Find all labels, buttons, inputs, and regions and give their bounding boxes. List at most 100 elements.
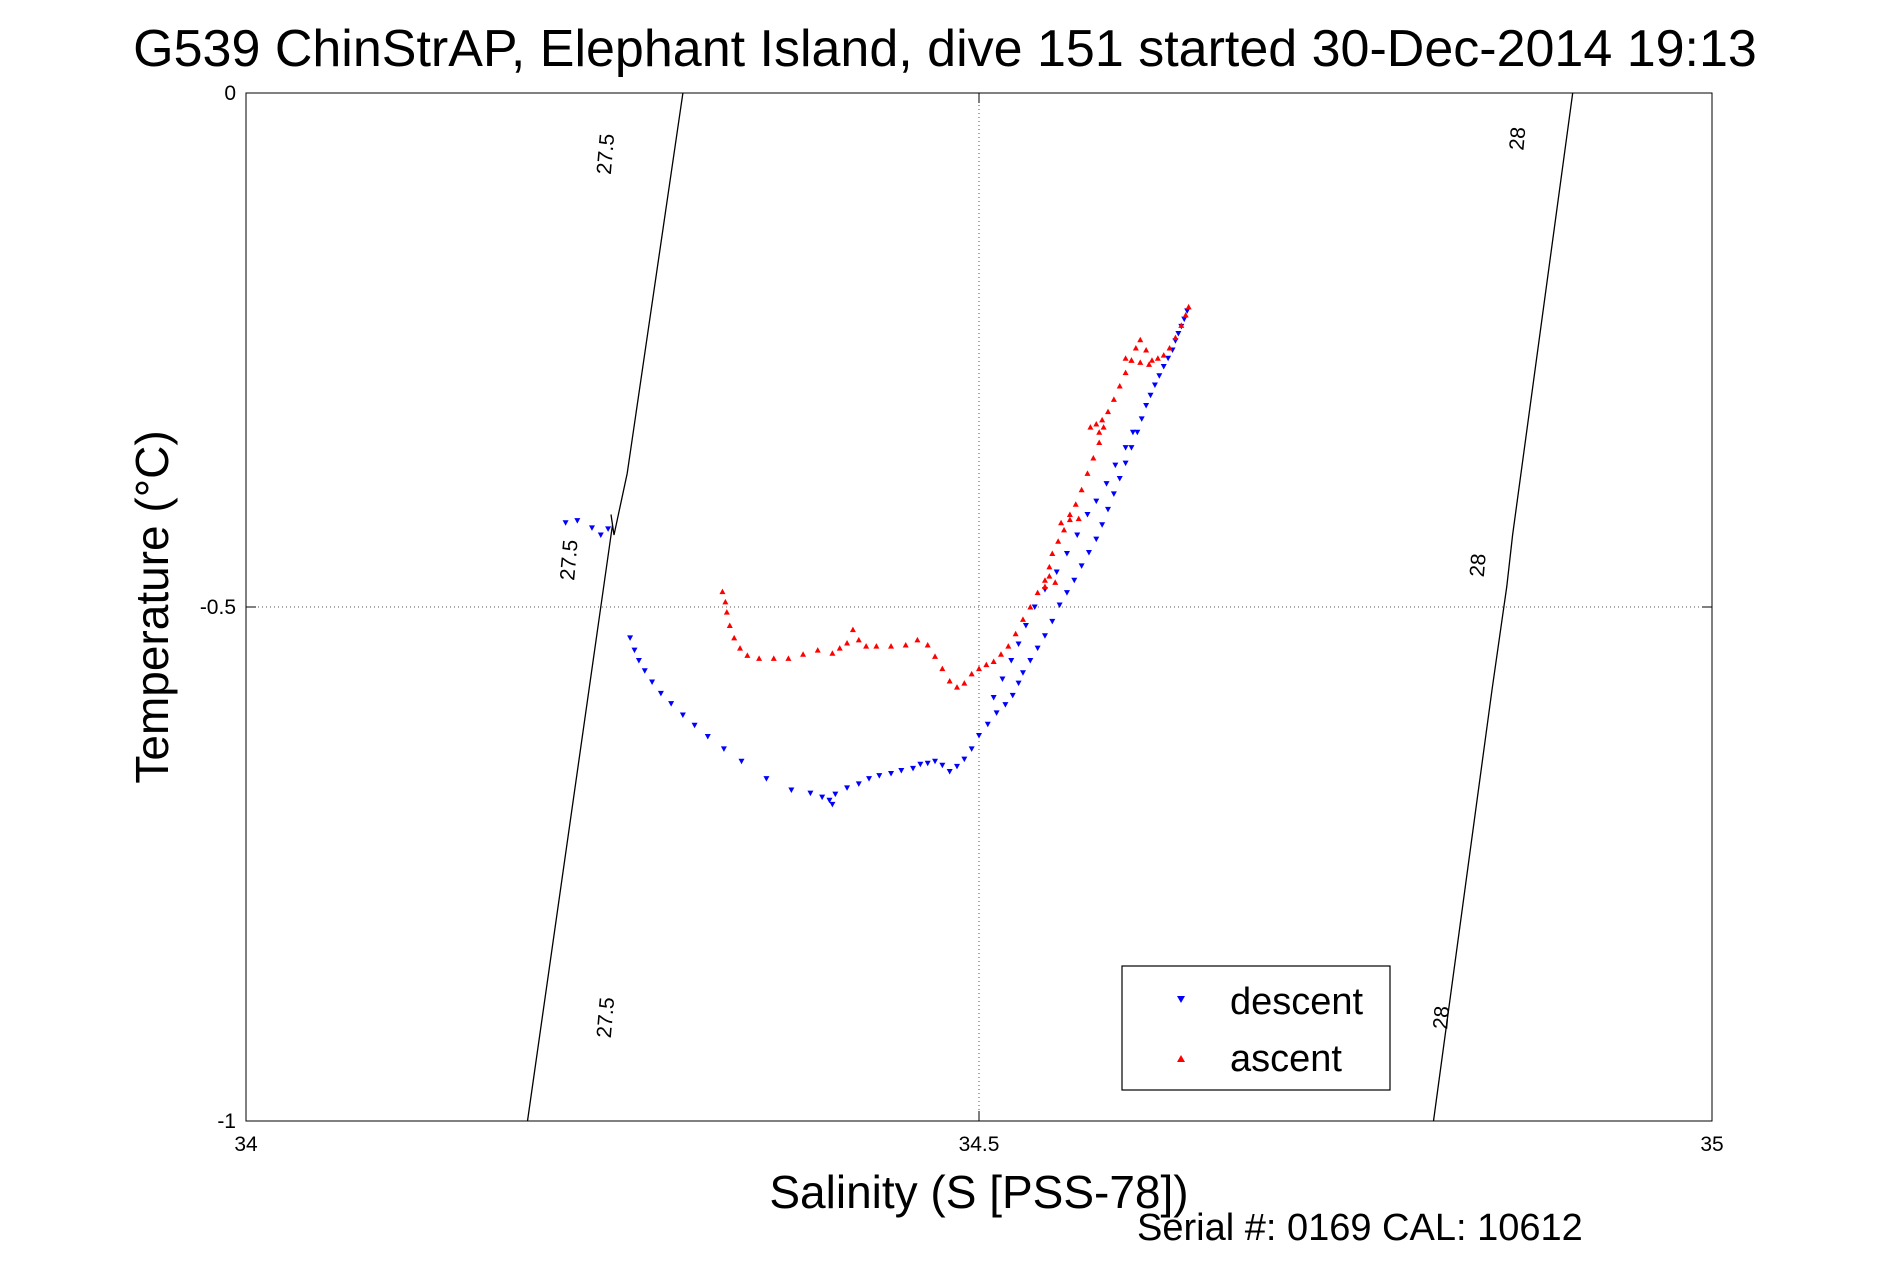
descent-point [1184,308,1191,314]
ascent-point [983,661,990,668]
ascent-point [1058,519,1065,526]
ascent-point [722,598,729,605]
descent-point [1071,577,1078,584]
ascent-point [1087,424,1094,430]
descent-point [1122,460,1129,467]
descent-point [1156,373,1163,379]
ascent-point [1146,361,1153,367]
ascent-point [1116,382,1123,389]
descent-point [1009,692,1016,699]
ascent-point [1005,643,1012,649]
descent-point [924,760,931,767]
descent-point [720,746,727,752]
descent-point [898,767,905,774]
descent-point [1041,633,1048,639]
descent-point [704,734,711,740]
y-tick-label: -0.5 [200,596,236,619]
descent-point [1138,416,1145,422]
descent-point [999,676,1006,682]
legend-descent-label: descent [1230,981,1364,1023]
ascent-point [888,643,895,649]
ascent-point [939,665,946,672]
ascent-point [1182,312,1189,318]
descent-point [1027,657,1034,664]
ascent-point [770,655,777,661]
descent-point [1175,331,1182,337]
ascent-point [1154,355,1161,361]
ascent-point [719,588,726,595]
ascent-point [1110,396,1117,402]
ascent-point [976,665,982,672]
ascent-point [1090,454,1097,461]
descent-point [1112,462,1119,469]
ascent-point [1099,416,1106,423]
y-tick-label: 0 [224,82,236,105]
descent-point [976,733,982,739]
ascent-point [1019,616,1026,622]
ascent-point [1105,408,1112,415]
descent-point [627,635,634,641]
descent-point [641,668,648,674]
legend-box [1121,965,1391,1091]
ascent-point [1178,322,1185,328]
descent-point [939,762,946,769]
ascent-point [836,645,843,651]
ascent-point [1041,583,1048,589]
y-axis-ticks: 0 -0.5 -1 [200,82,1712,1133]
density-contour-line [526,92,684,1122]
density-contour-label: 28 [1429,1005,1454,1030]
descent-point [1063,551,1070,557]
descent-point [876,773,883,779]
ascent-point [1049,550,1056,557]
density-contour-line [1432,92,1574,1122]
ascent-point [1078,486,1085,493]
ascent-point [873,643,880,649]
descent-point [984,721,991,728]
descent-point [1015,641,1022,648]
density-contour-label: 27.5 [593,133,619,176]
ascent-point [1137,336,1144,343]
x-axis-ticks: 34 34.5 35 [234,93,1724,1156]
descent-point [1116,476,1123,482]
descent-point [1093,498,1100,505]
ascent-point [800,651,807,657]
ascent-point [1041,577,1048,583]
descent-point [649,679,656,686]
x-tick-label: 34.5 [959,1133,1000,1156]
legend-ascent-marker [1177,1055,1185,1062]
y-tick-label: -1 [217,1110,236,1133]
descent-point [668,701,675,707]
descent-point [826,797,833,804]
ascent-point [726,622,733,629]
ascent-point [814,647,821,653]
descent-point [1015,680,1022,687]
ascent-point [849,626,856,633]
descent-point [562,520,569,526]
ascent-point [1046,563,1053,570]
ascent-point [737,645,744,651]
descent-point [1093,536,1100,543]
descent-point [844,785,851,791]
ascent-point [1122,369,1129,376]
descent-point [1099,522,1106,528]
descent-point [1053,569,1060,576]
ascent-point [990,658,997,664]
descent-point [1165,355,1172,362]
descent-point [993,710,1000,716]
ascent-point [946,678,953,684]
ascent-point [1066,511,1073,517]
descent-point [954,763,961,770]
ascent-point [1166,344,1173,351]
ascent-point [1061,526,1068,533]
descent-point [961,756,968,763]
ascent-point [1122,355,1129,361]
grid-lines [246,93,1712,1121]
ascent-point [1046,573,1053,579]
ascent-point [744,652,751,658]
ascent-point [1072,501,1079,507]
ascent-point [1066,516,1073,523]
ascent-point [1052,579,1059,585]
descent-point [866,776,873,782]
ascent-point [1148,357,1155,363]
ascent-point [954,684,961,690]
